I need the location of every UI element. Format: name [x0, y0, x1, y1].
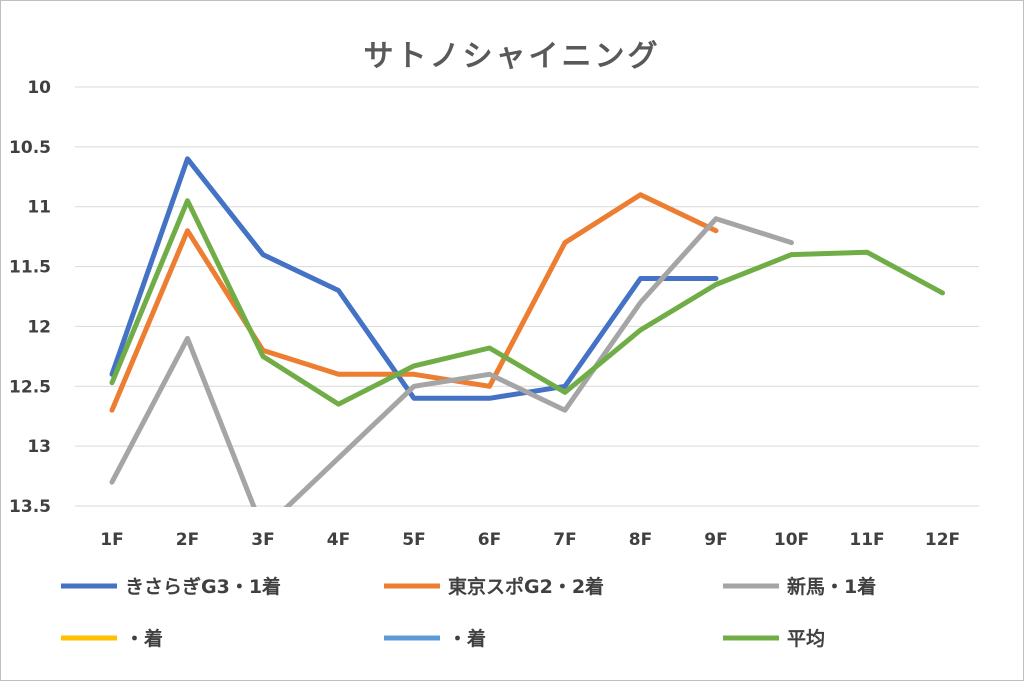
y-tick-label: 10.5: [9, 138, 51, 158]
y-tick-label: 11.5: [9, 258, 51, 278]
legend: きさらぎG3・1着 東京スポG2・2着 新馬・1着・着 ・着 平均: [61, 575, 876, 650]
legend-label-3: ・着: [125, 627, 163, 650]
series-lines: [109, 156, 945, 507]
series-line-5: [109, 198, 945, 407]
legend-label-0: きさらぎG3・1着: [125, 575, 281, 598]
x-tick-label: 10F: [774, 530, 809, 550]
series-line-0: [109, 156, 719, 401]
y-tick-label: 10: [27, 78, 51, 98]
x-tick-label: 2F: [176, 530, 199, 550]
y-tick-label: 11: [27, 198, 51, 218]
x-tick-label: 11F: [849, 530, 884, 550]
x-tick-label: 1F: [100, 530, 123, 550]
x-tick-label: 6F: [478, 530, 501, 550]
x-tick-label: 7F: [553, 530, 576, 550]
legend-label-5: 平均: [787, 627, 825, 650]
chart-title: サトノシャイニング: [364, 39, 661, 74]
y-tick-label: 12.5: [9, 377, 51, 397]
gridlines: [75, 86, 979, 507]
y-tick-label: 13: [27, 437, 51, 457]
x-tick-label: 12F: [925, 530, 960, 550]
series-line-1: [109, 192, 719, 413]
legend-label-4: ・着: [448, 627, 486, 650]
x-tick-label: 9F: [704, 530, 727, 550]
x-tick-label: 8F: [629, 530, 652, 550]
x-axis-tick-labels: 1F 2F 3F 4F 5F 6F 7F 8F 9F 10F 11F 12F: [100, 530, 960, 550]
x-tick-label: 4F: [327, 530, 350, 550]
series-line-2: [109, 216, 794, 507]
y-tick-label: 13.5: [9, 497, 51, 517]
x-tick-label: 3F: [251, 530, 274, 550]
x-tick-label: 5F: [402, 530, 425, 550]
y-tick-label: 12: [27, 317, 51, 337]
legend-label-1: 東京スポG2・2着: [448, 575, 604, 598]
legend-label-2: 新馬・1着: [787, 575, 876, 598]
y-axis-tick-labels: 10 10.5 11 11.5 12 12.5 13 13.5: [9, 78, 51, 517]
